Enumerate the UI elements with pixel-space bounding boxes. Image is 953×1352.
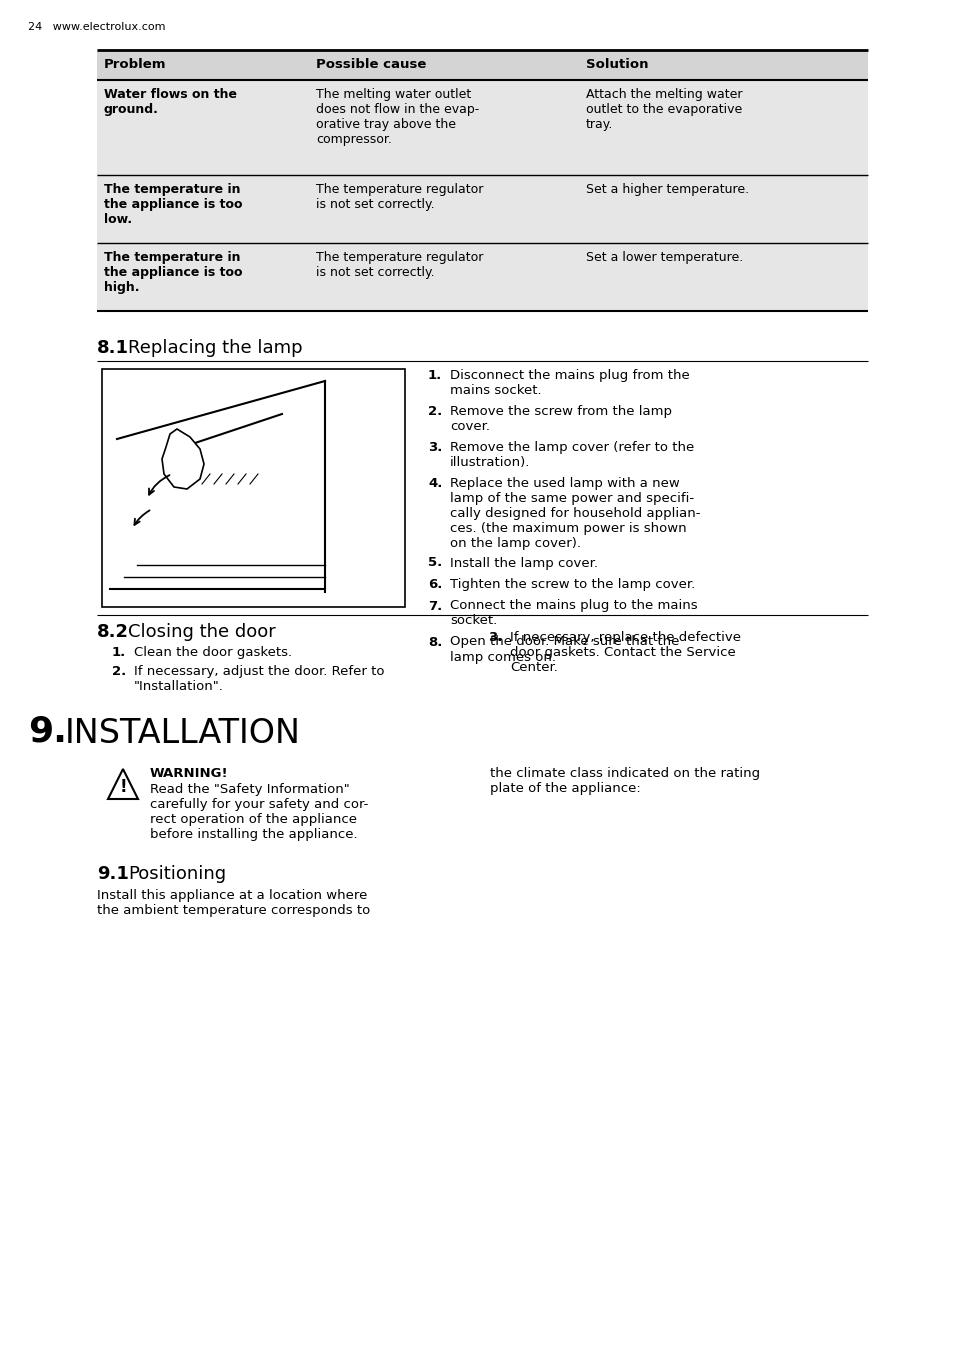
Text: 7.: 7.: [428, 599, 442, 612]
Text: The melting water outlet
does not flow in the evap-
orative tray above the
compr: The melting water outlet does not flow i…: [315, 88, 478, 146]
Text: 8.: 8.: [428, 635, 442, 649]
Text: Install the lamp cover.: Install the lamp cover.: [450, 557, 598, 569]
Text: Clean the door gaskets.: Clean the door gaskets.: [133, 646, 292, 658]
Text: Install this appliance at a location where
the ambient temperature corresponds t: Install this appliance at a location whe…: [97, 890, 370, 917]
Text: Solution: Solution: [585, 58, 648, 72]
Text: Open the door. Make sure that the
lamp comes on.: Open the door. Make sure that the lamp c…: [450, 635, 679, 664]
Text: 2.: 2.: [112, 665, 126, 677]
Text: Set a higher temperature.: Set a higher temperature.: [585, 183, 748, 196]
Polygon shape: [162, 429, 204, 489]
Text: Water flows on the
ground.: Water flows on the ground.: [104, 88, 236, 116]
Text: Replace the used lamp with a new
lamp of the same power and specifi-
cally desig: Replace the used lamp with a new lamp of…: [450, 477, 700, 550]
Text: Remove the lamp cover (refer to the
illustration).: Remove the lamp cover (refer to the illu…: [450, 441, 694, 469]
Text: Attach the melting water
outlet to the evaporative
tray.: Attach the melting water outlet to the e…: [585, 88, 741, 131]
Text: 1.: 1.: [112, 646, 126, 658]
Text: The temperature in
the appliance is too
high.: The temperature in the appliance is too …: [104, 251, 242, 293]
Bar: [97, 174, 867, 243]
Text: 9.1: 9.1: [97, 865, 129, 883]
Text: Positioning: Positioning: [128, 865, 226, 883]
Text: 3.: 3.: [428, 441, 442, 454]
Text: If necessary, adjust the door. Refer to
"Installation".: If necessary, adjust the door. Refer to …: [133, 665, 384, 694]
Text: 4.: 4.: [428, 477, 442, 489]
Text: Tighten the screw to the lamp cover.: Tighten the screw to the lamp cover.: [450, 579, 695, 591]
Text: the climate class indicated on the rating
plate of the appliance:: the climate class indicated on the ratin…: [490, 767, 760, 795]
Text: Possible cause: Possible cause: [315, 58, 426, 72]
Bar: [97, 50, 867, 80]
Text: Closing the door: Closing the door: [128, 623, 275, 641]
Text: Replacing the lamp: Replacing the lamp: [128, 339, 302, 357]
Text: 24   www.electrolux.com: 24 www.electrolux.com: [28, 22, 165, 32]
Text: If necessary, replace the defective
door gaskets. Contact the Service
Center.: If necessary, replace the defective door…: [510, 631, 740, 675]
Text: 9.: 9.: [28, 715, 67, 749]
Text: Problem: Problem: [104, 58, 167, 72]
Text: Read the "Safety Information"
carefully for your safety and cor-
rect operation : Read the "Safety Information" carefully …: [150, 783, 368, 841]
Text: The temperature regulator
is not set correctly.: The temperature regulator is not set cor…: [315, 183, 483, 211]
Text: Remove the screw from the lamp
cover.: Remove the screw from the lamp cover.: [450, 406, 671, 433]
Text: WARNING!: WARNING!: [150, 767, 229, 780]
Text: 2.: 2.: [428, 406, 442, 418]
Text: The temperature regulator
is not set correctly.: The temperature regulator is not set cor…: [315, 251, 483, 279]
Bar: [102, 369, 405, 607]
Text: Set a lower temperature.: Set a lower temperature.: [585, 251, 742, 264]
Bar: [97, 243, 867, 311]
Text: INSTALLATION: INSTALLATION: [65, 717, 301, 750]
Text: 3.: 3.: [488, 631, 502, 644]
Text: 8.2: 8.2: [97, 623, 129, 641]
Text: 1.: 1.: [428, 369, 442, 383]
Text: The temperature in
the appliance is too
low.: The temperature in the appliance is too …: [104, 183, 242, 226]
Text: !: !: [119, 777, 127, 796]
Text: 5.: 5.: [428, 557, 442, 569]
Text: 8.1: 8.1: [97, 339, 129, 357]
Text: Connect the mains plug to the mains
socket.: Connect the mains plug to the mains sock…: [450, 599, 697, 627]
Bar: [97, 80, 867, 174]
Text: 6.: 6.: [428, 579, 442, 591]
Text: Disconnect the mains plug from the
mains socket.: Disconnect the mains plug from the mains…: [450, 369, 689, 397]
